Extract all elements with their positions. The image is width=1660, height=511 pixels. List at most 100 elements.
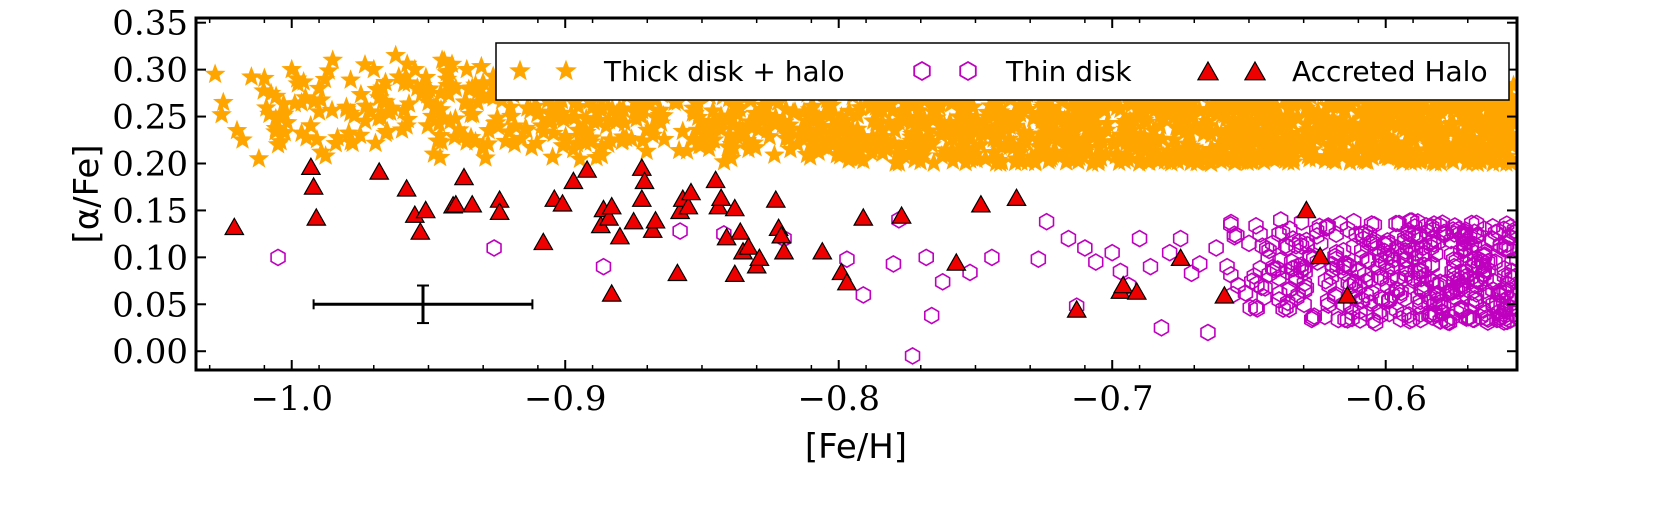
thin-disk-point (1328, 250, 1344, 269)
thin-disk-point (270, 248, 286, 267)
thick-disk-point (391, 119, 413, 139)
accreted-halo-point (710, 187, 732, 206)
thick-disk-point (1033, 134, 1055, 155)
accreted-halo-point (724, 198, 746, 217)
accreted-halo-point (1296, 200, 1317, 219)
thick-disk-point (1464, 130, 1486, 151)
thin-disk-point (1373, 306, 1389, 325)
thin-disk-point (1458, 271, 1475, 290)
thin-disk-point (1346, 237, 1362, 256)
accreted-halo-point (224, 217, 245, 236)
thin-disk-point (1142, 257, 1159, 276)
thin-disk-point (1413, 279, 1429, 298)
thick-disk-point (1041, 146, 1063, 166)
thick-disk-point (736, 129, 758, 150)
thick-disk-point (847, 137, 869, 157)
thick-disk-point (811, 127, 833, 148)
accreted-halo-point (946, 252, 967, 271)
thick-disk-point (524, 95, 546, 116)
thick-disk-point (884, 119, 906, 140)
thin-disk-point (1427, 245, 1444, 264)
thin-disk-point (1362, 293, 1378, 312)
thick-disk-point (780, 138, 801, 159)
thin-disk-point (1363, 215, 1380, 233)
thin-disk-point (1280, 293, 1296, 312)
thin-disk-point (1396, 232, 1413, 251)
thin-disk-point (1464, 295, 1480, 314)
thick-disk-point (253, 80, 275, 100)
accreted-halo-point (853, 207, 874, 226)
thick-disk-point (903, 122, 924, 143)
thin-disk-point (595, 257, 612, 276)
thin-disk-point (1293, 256, 1309, 275)
thick-disk-point (473, 137, 494, 157)
thin-disk-point (1060, 229, 1077, 248)
legend-label-accreted: Accreted Halo (1292, 55, 1488, 88)
thin-disk-point (1424, 255, 1441, 274)
thin-disk-point (904, 346, 921, 365)
thick-disk-point (1270, 141, 1291, 162)
thin-disk-point (1479, 253, 1496, 271)
thick-disk-point (1392, 116, 1414, 137)
thin-disk-point (1131, 229, 1148, 248)
thick-disk-point (838, 100, 860, 121)
thin-disk-point (1289, 288, 1305, 307)
thin-disk-point (1425, 229, 1442, 248)
thin-disk-point (1274, 223, 1291, 242)
thin-disk-point (1352, 311, 1368, 329)
thick-disk-point (1088, 127, 1109, 148)
thick-disk-point (342, 132, 363, 153)
thin-disk-point (1329, 258, 1345, 277)
thick-disk-point (575, 132, 596, 152)
thin-disk-point (1242, 298, 1258, 317)
y-tick-label: 0.35 (112, 4, 188, 44)
thick-disk-point (540, 108, 561, 129)
thin-disk-point (1499, 312, 1515, 331)
x-tick-label: −0.6 (1344, 379, 1427, 419)
thin-disk-point (1261, 241, 1277, 260)
thin-disk-point (1248, 298, 1264, 317)
thick-disk-point (1119, 109, 1141, 130)
thick-disk-point (1146, 130, 1168, 150)
thick-disk-point (955, 132, 976, 153)
thick-disk-point (778, 120, 800, 141)
thick-disk-point (1221, 116, 1242, 137)
thin-disk-point (1030, 250, 1047, 269)
thick-disk-point (265, 117, 287, 138)
thin-disk-point (1460, 308, 1477, 327)
thick-disk-point (738, 114, 759, 135)
thin-disk-point (1296, 274, 1313, 293)
accreted-halo-point (601, 283, 622, 302)
thin-disk-point (1460, 232, 1476, 251)
y-tick-label: 0.10 (112, 238, 188, 278)
thick-disk-point (966, 148, 987, 169)
thick-disk-point (930, 123, 951, 144)
thin-disk-point (1441, 313, 1458, 332)
thin-disk-point (1320, 296, 1337, 315)
thin-disk-point (1038, 212, 1055, 231)
thick-disk-point (835, 109, 857, 129)
thick-disk-point (648, 101, 670, 121)
thick-disk-point (1335, 128, 1357, 148)
thick-disk-point (1258, 98, 1280, 118)
thick-disk-point (1334, 100, 1356, 120)
thick-disk-point (504, 115, 526, 135)
thin-disk-point (1506, 304, 1517, 323)
thick-disk-point (458, 78, 480, 99)
thick-disk-point (460, 103, 482, 124)
thick-disk-point (1301, 101, 1323, 122)
thick-disk-point (385, 44, 407, 65)
accreted-halo-point (667, 263, 688, 282)
thick-disk-point (1151, 93, 1173, 114)
thin-disk-point (1362, 234, 1378, 253)
thick-disk-point (1196, 98, 1218, 119)
thick-disk-point (431, 131, 452, 151)
thick-disk-point (421, 105, 443, 126)
accreted-halo-point (749, 247, 770, 266)
thick-disk-point (1195, 116, 1217, 136)
accreted-halo-point (1309, 246, 1331, 265)
thick-disk-point (872, 142, 893, 162)
thick-disk-point (1473, 143, 1494, 164)
thick-disk-point (1287, 106, 1309, 126)
thin-disk-point (1104, 243, 1120, 262)
